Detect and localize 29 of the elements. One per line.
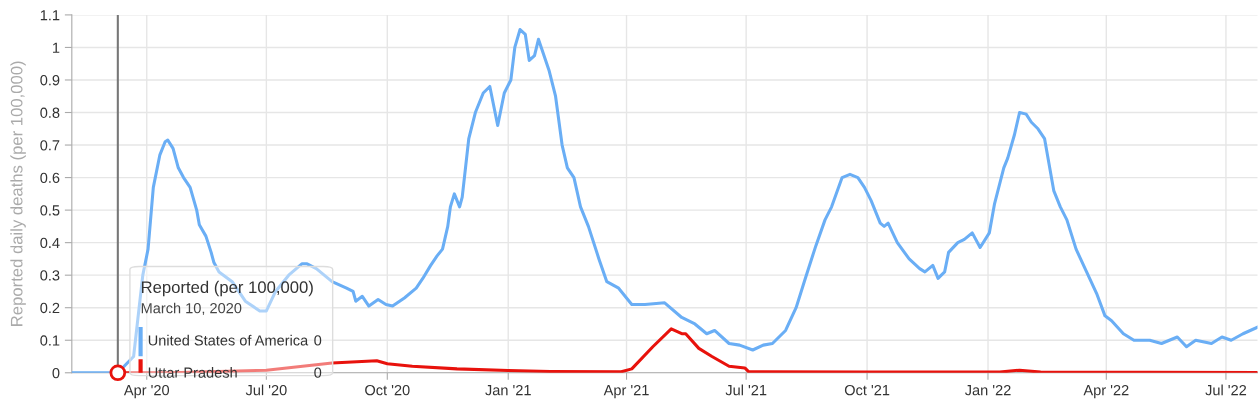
legend-label: Uttar Pradesh — [148, 367, 237, 378]
y-tick-label: 0.6 — [40, 172, 60, 183]
annotation: 0 — [314, 367, 322, 378]
x-tick-label: Apr '22 — [1083, 384, 1129, 399]
x-tick-label: Jul '22 — [1205, 384, 1247, 396]
y-tick-label: 0.4 — [40, 237, 60, 249]
legend-label: United States of America — [148, 334, 309, 346]
x-tick-label: Jan '22 — [964, 384, 1011, 396]
y-tick-label: 0.7 — [40, 140, 60, 151]
x-tick-label: Oct '21 — [844, 384, 890, 396]
y-tick-label: 0.2 — [40, 302, 60, 314]
x-tick-label: Jan '21 — [485, 384, 531, 396]
y-tick-label: 0.8 — [40, 107, 60, 118]
legend-title: Reported (per 100,000) — [141, 280, 313, 297]
x-tick-label: Apr '20 — [123, 384, 170, 399]
y-tick-label: 0.9 — [40, 75, 60, 86]
annotation: March 10, 2020 — [141, 302, 242, 316]
y-tick-label: 0.5 — [40, 205, 60, 216]
y-axis-title: Reported daily deaths (per 100,000) — [10, 61, 26, 326]
y-tick-label: 1 — [53, 42, 60, 53]
x-tick-label: Apr '21 — [603, 384, 649, 399]
x-tick-label: Jul '21 — [725, 384, 767, 396]
x-tick-label: Oct '20 — [365, 384, 410, 396]
y-tick-label: 1.1 — [40, 10, 60, 21]
x-tick-label: Jul '20 — [245, 384, 287, 396]
annotation: 0 — [314, 335, 322, 346]
y-tick-label: 0.3 — [40, 270, 60, 281]
y-tick-label: 0.1 — [40, 335, 60, 346]
y-tick-label: 0 — [52, 367, 60, 379]
